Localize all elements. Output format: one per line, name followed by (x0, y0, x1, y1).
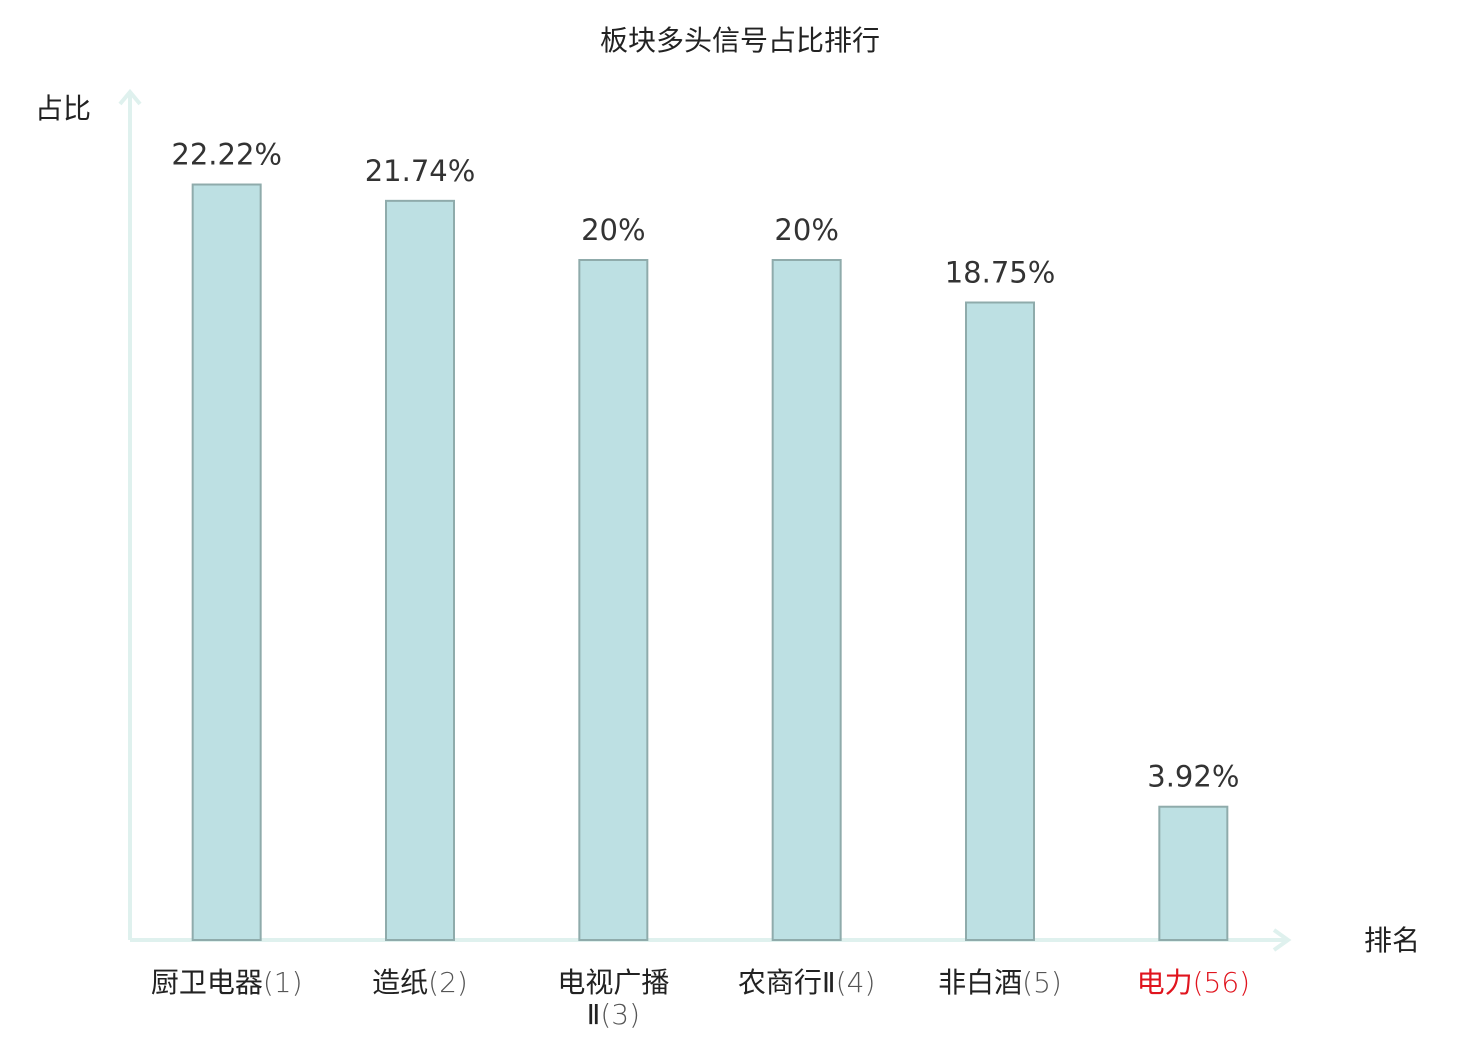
category-name: 农商行Ⅱ (737, 966, 836, 999)
bar (1158, 805, 1229, 941)
category-name: 造纸 (372, 966, 429, 999)
category-name: 电视广播Ⅱ (557, 966, 670, 1031)
value-label: 22.22% (171, 138, 282, 172)
category-rank: (3) (600, 998, 641, 1031)
x-tick-label: 非白酒(5) (920, 967, 1080, 999)
x-tick-label: 电视广播Ⅱ(3) (533, 967, 693, 1031)
value-label: 20% (581, 213, 645, 247)
y-axis-label: 占比 (35, 92, 91, 125)
category-name: 非白酒 (938, 966, 1023, 999)
x-axis-label: 排名 (1364, 924, 1420, 957)
x-tick-label: 厨卫电器(1) (147, 967, 307, 999)
bar (578, 259, 649, 941)
bar (965, 301, 1035, 941)
axes (118, 88, 1292, 952)
value-label: 3.92% (1147, 760, 1239, 794)
value-label: 18.75% (945, 256, 1056, 290)
category-name: 厨卫电器 (150, 966, 263, 999)
x-tick-label: 造纸(2) (340, 967, 500, 999)
category-rank: (56) (1192, 966, 1251, 999)
x-arrow (1272, 928, 1292, 952)
x-tick-label: 农商行Ⅱ(4) (727, 967, 887, 999)
x-tick-label: 电力(56) (1113, 967, 1273, 999)
value-label: 21.74% (365, 154, 476, 188)
category-rank: (4) (835, 966, 876, 999)
value-label: 20% (774, 213, 838, 247)
bar (771, 259, 842, 941)
y-arrow (118, 88, 142, 106)
category-rank: (2) (428, 966, 468, 999)
bar (191, 183, 262, 941)
bar (385, 199, 455, 941)
category-name: 电力 (1136, 966, 1193, 999)
category-rank: (1) (262, 966, 303, 999)
chart-title: 板块多头信号占比排行 (600, 24, 880, 57)
category-rank: (5) (1022, 966, 1062, 999)
